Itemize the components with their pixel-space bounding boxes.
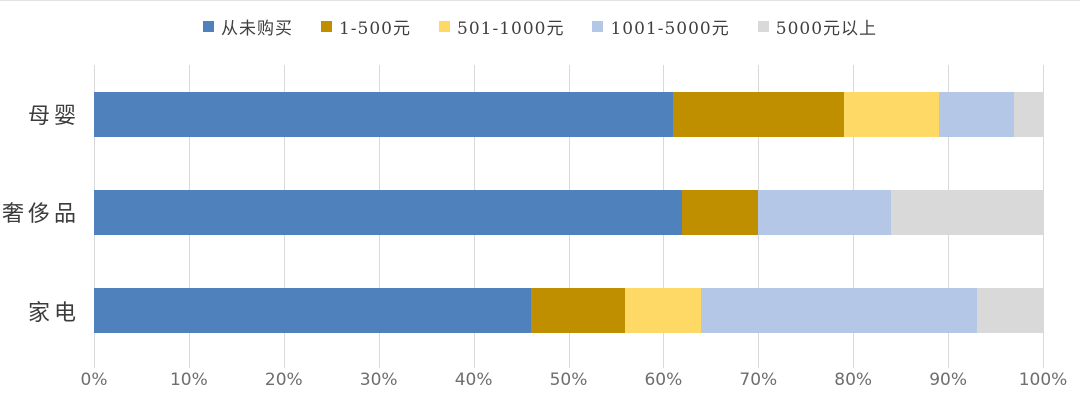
stacked-bar xyxy=(94,288,1043,334)
plot-area xyxy=(94,65,1044,368)
bar-row xyxy=(94,65,1043,163)
bar-segment xyxy=(672,91,844,137)
bar-segment xyxy=(94,288,531,334)
x-tick-label: 90% xyxy=(929,370,967,390)
legend-swatch-icon xyxy=(757,21,769,32)
legend-label: 从未购买 xyxy=(220,19,293,39)
bar-segment xyxy=(1014,91,1043,137)
bar-segment xyxy=(625,288,702,334)
legend-swatch-icon xyxy=(439,21,450,32)
bar-row xyxy=(94,163,1043,261)
bar-segment xyxy=(758,189,892,235)
stacked-bar xyxy=(94,91,1043,137)
top-divider xyxy=(0,0,1080,1)
bar-segment xyxy=(976,288,1043,334)
legend-swatch-icon xyxy=(202,21,214,32)
stacked-bar xyxy=(94,189,1043,235)
x-tick-label: 60% xyxy=(644,370,683,390)
x-tick-label: 70% xyxy=(739,370,778,390)
legend-item: 从未购买 xyxy=(202,14,293,39)
legend-item: 5000元以上 xyxy=(757,14,878,39)
x-tick-label: 0% xyxy=(80,370,108,390)
bar-segment xyxy=(843,91,939,137)
legend-label: 501-1000元 xyxy=(457,19,565,39)
legend-label: 1-500元 xyxy=(338,19,411,39)
legend-item: 1-500元 xyxy=(320,14,411,39)
bar-segment xyxy=(701,288,977,334)
x-tick-label: 20% xyxy=(264,370,303,390)
legend-label: 5000元以上 xyxy=(775,19,878,39)
x-tick-label: 30% xyxy=(359,370,398,390)
bar-segment xyxy=(938,91,1015,137)
bar-segment xyxy=(682,189,759,235)
category-label: 母婴 xyxy=(27,104,80,130)
gridline xyxy=(1043,65,1044,368)
bar-segment xyxy=(530,288,626,334)
bar-row xyxy=(94,262,1043,360)
x-tick-label: 50% xyxy=(549,370,588,390)
value-axis: 0% 10% 20% 30% 40% 50% 60% 70% 80% 90% 100% xyxy=(81,370,1068,394)
category-label-cell: 母婴 xyxy=(0,65,80,163)
legend-swatch-icon xyxy=(320,21,332,32)
legend-item: 1001-5000元 xyxy=(592,14,729,39)
legend-label: 1001-5000元 xyxy=(610,19,730,39)
category-axis: 母婴奢侈品家电 xyxy=(0,65,80,360)
x-tick-label: 100% xyxy=(1018,370,1068,390)
x-tick-label: 10% xyxy=(169,370,208,390)
category-label: 奢侈品 xyxy=(1,202,80,228)
x-tick-label: 40% xyxy=(454,370,493,390)
chart-legend: 从未购买 1-500元 501-1000元 1001-5000元 5000元以上 xyxy=(0,14,1080,39)
bar-segment xyxy=(891,189,1043,235)
bar-segment xyxy=(94,189,683,235)
legend-item: 501-1000元 xyxy=(439,14,564,39)
category-label: 家电 xyxy=(27,300,80,326)
x-tick-label: 80% xyxy=(834,370,873,390)
category-label-cell: 家电 xyxy=(0,262,80,360)
category-label-cell: 奢侈品 xyxy=(0,163,80,261)
bar-segment xyxy=(94,91,673,137)
legend-swatch-icon xyxy=(592,21,604,32)
